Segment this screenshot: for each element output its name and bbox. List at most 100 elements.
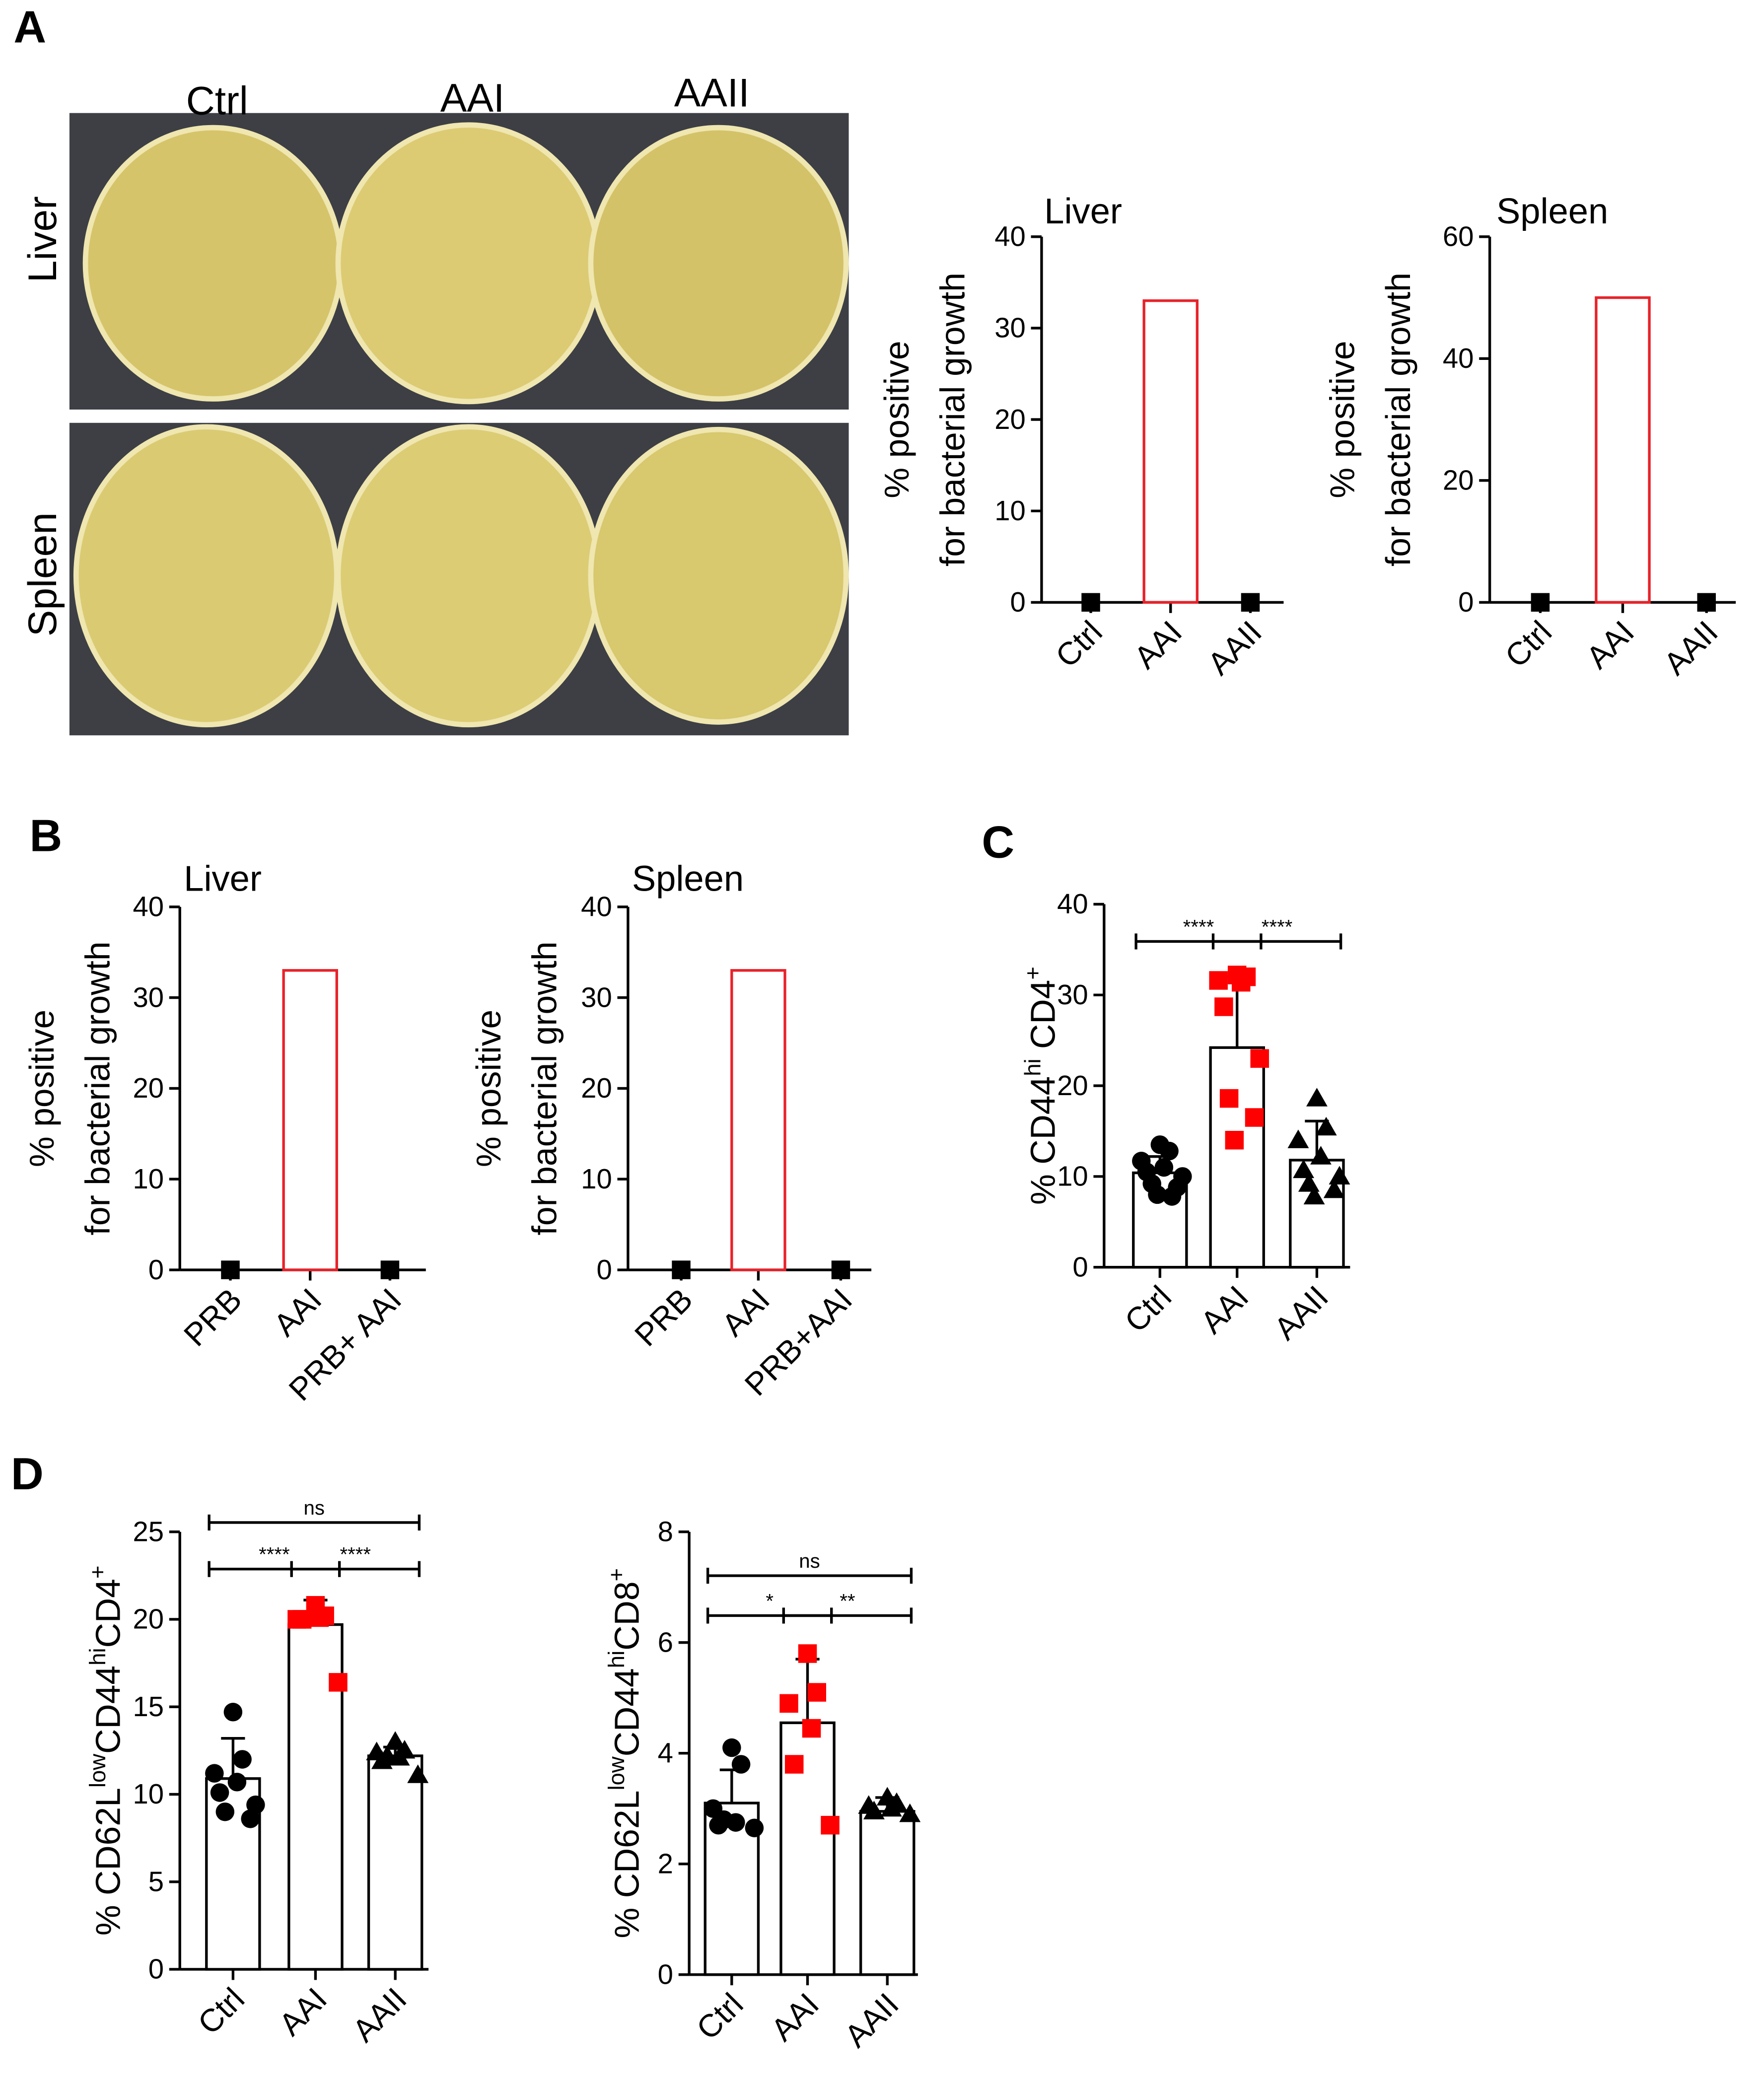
y-axis-label: % positive [1323, 341, 1361, 498]
plate [335, 424, 602, 728]
point [821, 1815, 840, 1835]
point [223, 1703, 243, 1722]
photo-column-label: AAI [440, 76, 505, 121]
point [745, 1818, 764, 1837]
point [1306, 1088, 1328, 1107]
y-tick-label: 0 [1072, 1251, 1088, 1282]
bar [1209, 1046, 1265, 1269]
point [802, 1719, 821, 1738]
y-axis-label-sup: + [604, 1568, 629, 1582]
marker [221, 1260, 240, 1279]
y-axis-label: for bacterial growth [525, 941, 564, 1235]
point [779, 1694, 798, 1713]
y-axis-label-sup: low [604, 1756, 629, 1790]
bar [367, 1754, 423, 1971]
panel-label: C [982, 818, 1014, 868]
y-tick-label: 40 [1443, 343, 1474, 374]
comparison-label: **** [340, 1543, 371, 1566]
y-tick-label: 0 [1010, 586, 1025, 618]
y-axis-label-part: % CD44 [1024, 1076, 1062, 1205]
bar [282, 969, 338, 1271]
point [899, 1803, 921, 1822]
point [784, 1755, 804, 1774]
marker [380, 1260, 400, 1279]
y-tick-label: 10 [581, 1163, 612, 1194]
marker [1081, 593, 1100, 612]
point [1315, 1116, 1337, 1136]
point [798, 1644, 817, 1663]
y-axis-label: % CD62LlowCD44hiCD4+ [85, 1566, 127, 1936]
y-tick-label: 2 [658, 1848, 673, 1879]
y-axis-label-sup: hi [604, 1651, 629, 1668]
y-axis-label: for bacterial growth [1379, 273, 1417, 566]
y-tick-label: 0 [658, 1958, 673, 1990]
point [233, 1750, 252, 1769]
marker [831, 1260, 850, 1279]
comparison-label: **** [259, 1543, 290, 1566]
y-axis-label-part: CD4 [1024, 980, 1062, 1059]
panel-label: B [30, 811, 63, 861]
bar [1595, 296, 1651, 604]
point [714, 1810, 733, 1829]
comparison-label: * [766, 1590, 774, 1612]
y-axis-label-part: CD44 [89, 1666, 128, 1754]
comparison-label: **** [1262, 915, 1293, 938]
point [215, 1802, 235, 1821]
y-axis-label: for bacterial growth [78, 941, 117, 1235]
y-tick-label: 20 [581, 1072, 612, 1104]
y-axis-label-sup: + [85, 1566, 110, 1579]
point [292, 1610, 312, 1629]
y-axis-label-sup: hi [1020, 1058, 1045, 1076]
panel-label: D [11, 1449, 44, 1499]
point [210, 1783, 229, 1802]
marker [672, 1260, 691, 1279]
error-bar [221, 1737, 245, 1779]
point [241, 1809, 260, 1828]
y-tick-label: 40 [133, 891, 164, 922]
point [310, 1608, 329, 1627]
y-axis-label: % CD44hi CD4+ [1020, 967, 1062, 1205]
comparison-label: ns [799, 1550, 820, 1572]
point [863, 1801, 885, 1819]
marker [1241, 593, 1260, 612]
point [384, 1731, 406, 1750]
y-axis-label-sup: low [85, 1754, 110, 1788]
point [1310, 1146, 1332, 1165]
chart-title: Spleen [632, 859, 744, 899]
point [376, 1745, 398, 1764]
y-axis-label: for bacterial growth [933, 273, 972, 566]
point [1154, 1158, 1174, 1177]
photo-column-label: Ctrl [186, 78, 248, 123]
point [1250, 1049, 1269, 1068]
y-tick-label: 4 [658, 1737, 673, 1768]
y-tick-label: 0 [1458, 586, 1474, 618]
y-tick-label: 30 [133, 981, 164, 1013]
comparison-label: **** [1183, 915, 1214, 938]
y-axis-label: % positive [22, 1010, 61, 1167]
y-axis-label-part: CD44 [607, 1668, 646, 1756]
y-tick-label: 20 [994, 404, 1026, 435]
chart-title: Liver [1044, 192, 1122, 231]
y-axis-label-part: % CD62L [89, 1788, 128, 1936]
point [1303, 1185, 1325, 1205]
y-axis-label-sup: + [1020, 967, 1045, 980]
point [227, 1773, 247, 1792]
bar [730, 969, 786, 1271]
plate-photo: Ctrl AAI AAII Liver Spleen [20, 70, 849, 736]
photo-row-label: Liver [20, 196, 65, 282]
y-tick-label: 40 [581, 891, 612, 922]
chart-title: Liver [184, 859, 262, 899]
y-tick-label: 60 [1443, 221, 1474, 252]
y-axis-label-part: CD4 [89, 1579, 128, 1648]
y-tick-label: 25 [133, 1516, 164, 1547]
plate [588, 426, 849, 725]
bar [1142, 299, 1199, 604]
y-tick-label: 40 [994, 221, 1026, 252]
y-tick-label: 5 [148, 1866, 164, 1897]
y-tick-label: 20 [1057, 1070, 1088, 1101]
point [807, 1683, 826, 1702]
y-tick-label: 10 [133, 1778, 164, 1809]
point [1245, 1108, 1264, 1127]
point [1162, 1187, 1182, 1206]
